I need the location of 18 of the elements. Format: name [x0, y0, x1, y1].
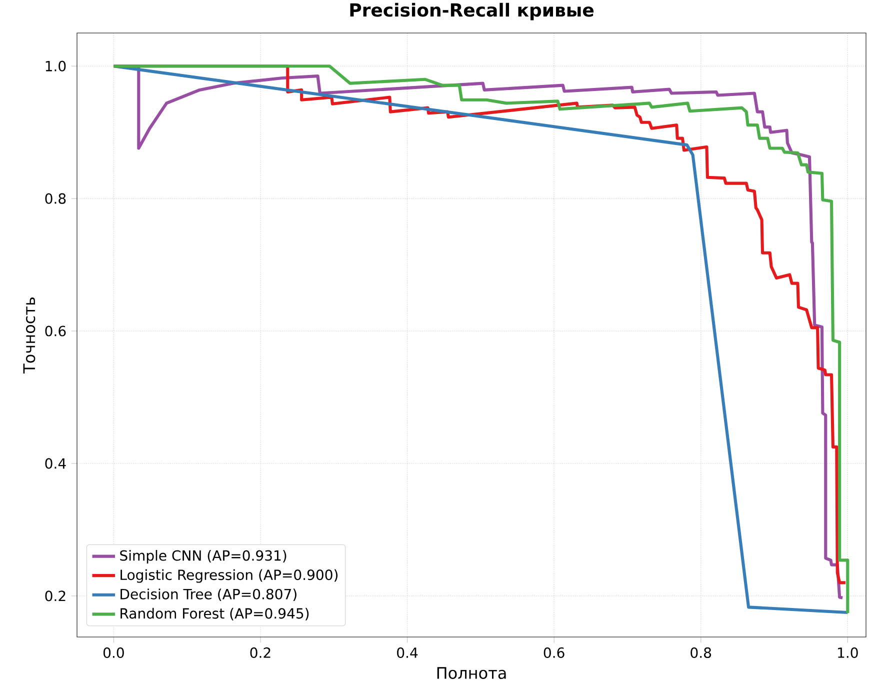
chart-title: Precision-Recall кривые [350, 2, 594, 20]
x-tick-label: 0.8 [690, 647, 712, 658]
x-tick-label: 1.0 [838, 647, 858, 658]
y-tick-label: 0.4 [45, 458, 66, 469]
x-tick-label: 0.2 [250, 647, 270, 658]
x-tick-label: 0.4 [397, 647, 418, 658]
y-tick-label: 0.2 [45, 590, 66, 602]
y-tick-label: 1.0 [46, 60, 66, 72]
x-axis-title: Полнота [437, 667, 506, 680]
y-tick-label: 0.8 [45, 193, 66, 204]
y-axis-title: Точность [23, 298, 36, 374]
legend-label: Logistic Regression (AP=0.900) [120, 569, 338, 583]
legend-label: Decision Tree (AP=0.807) [120, 588, 296, 602]
y-tick-label: 0.6 [45, 326, 66, 336]
legend-label: Random Forest (AP=0.945) [120, 608, 309, 620]
x-tick-label: 0.0 [103, 647, 124, 658]
legend-label: Simple CNN (AP=0.931) [120, 550, 286, 564]
x-tick-label: 0.6 [544, 647, 564, 658]
